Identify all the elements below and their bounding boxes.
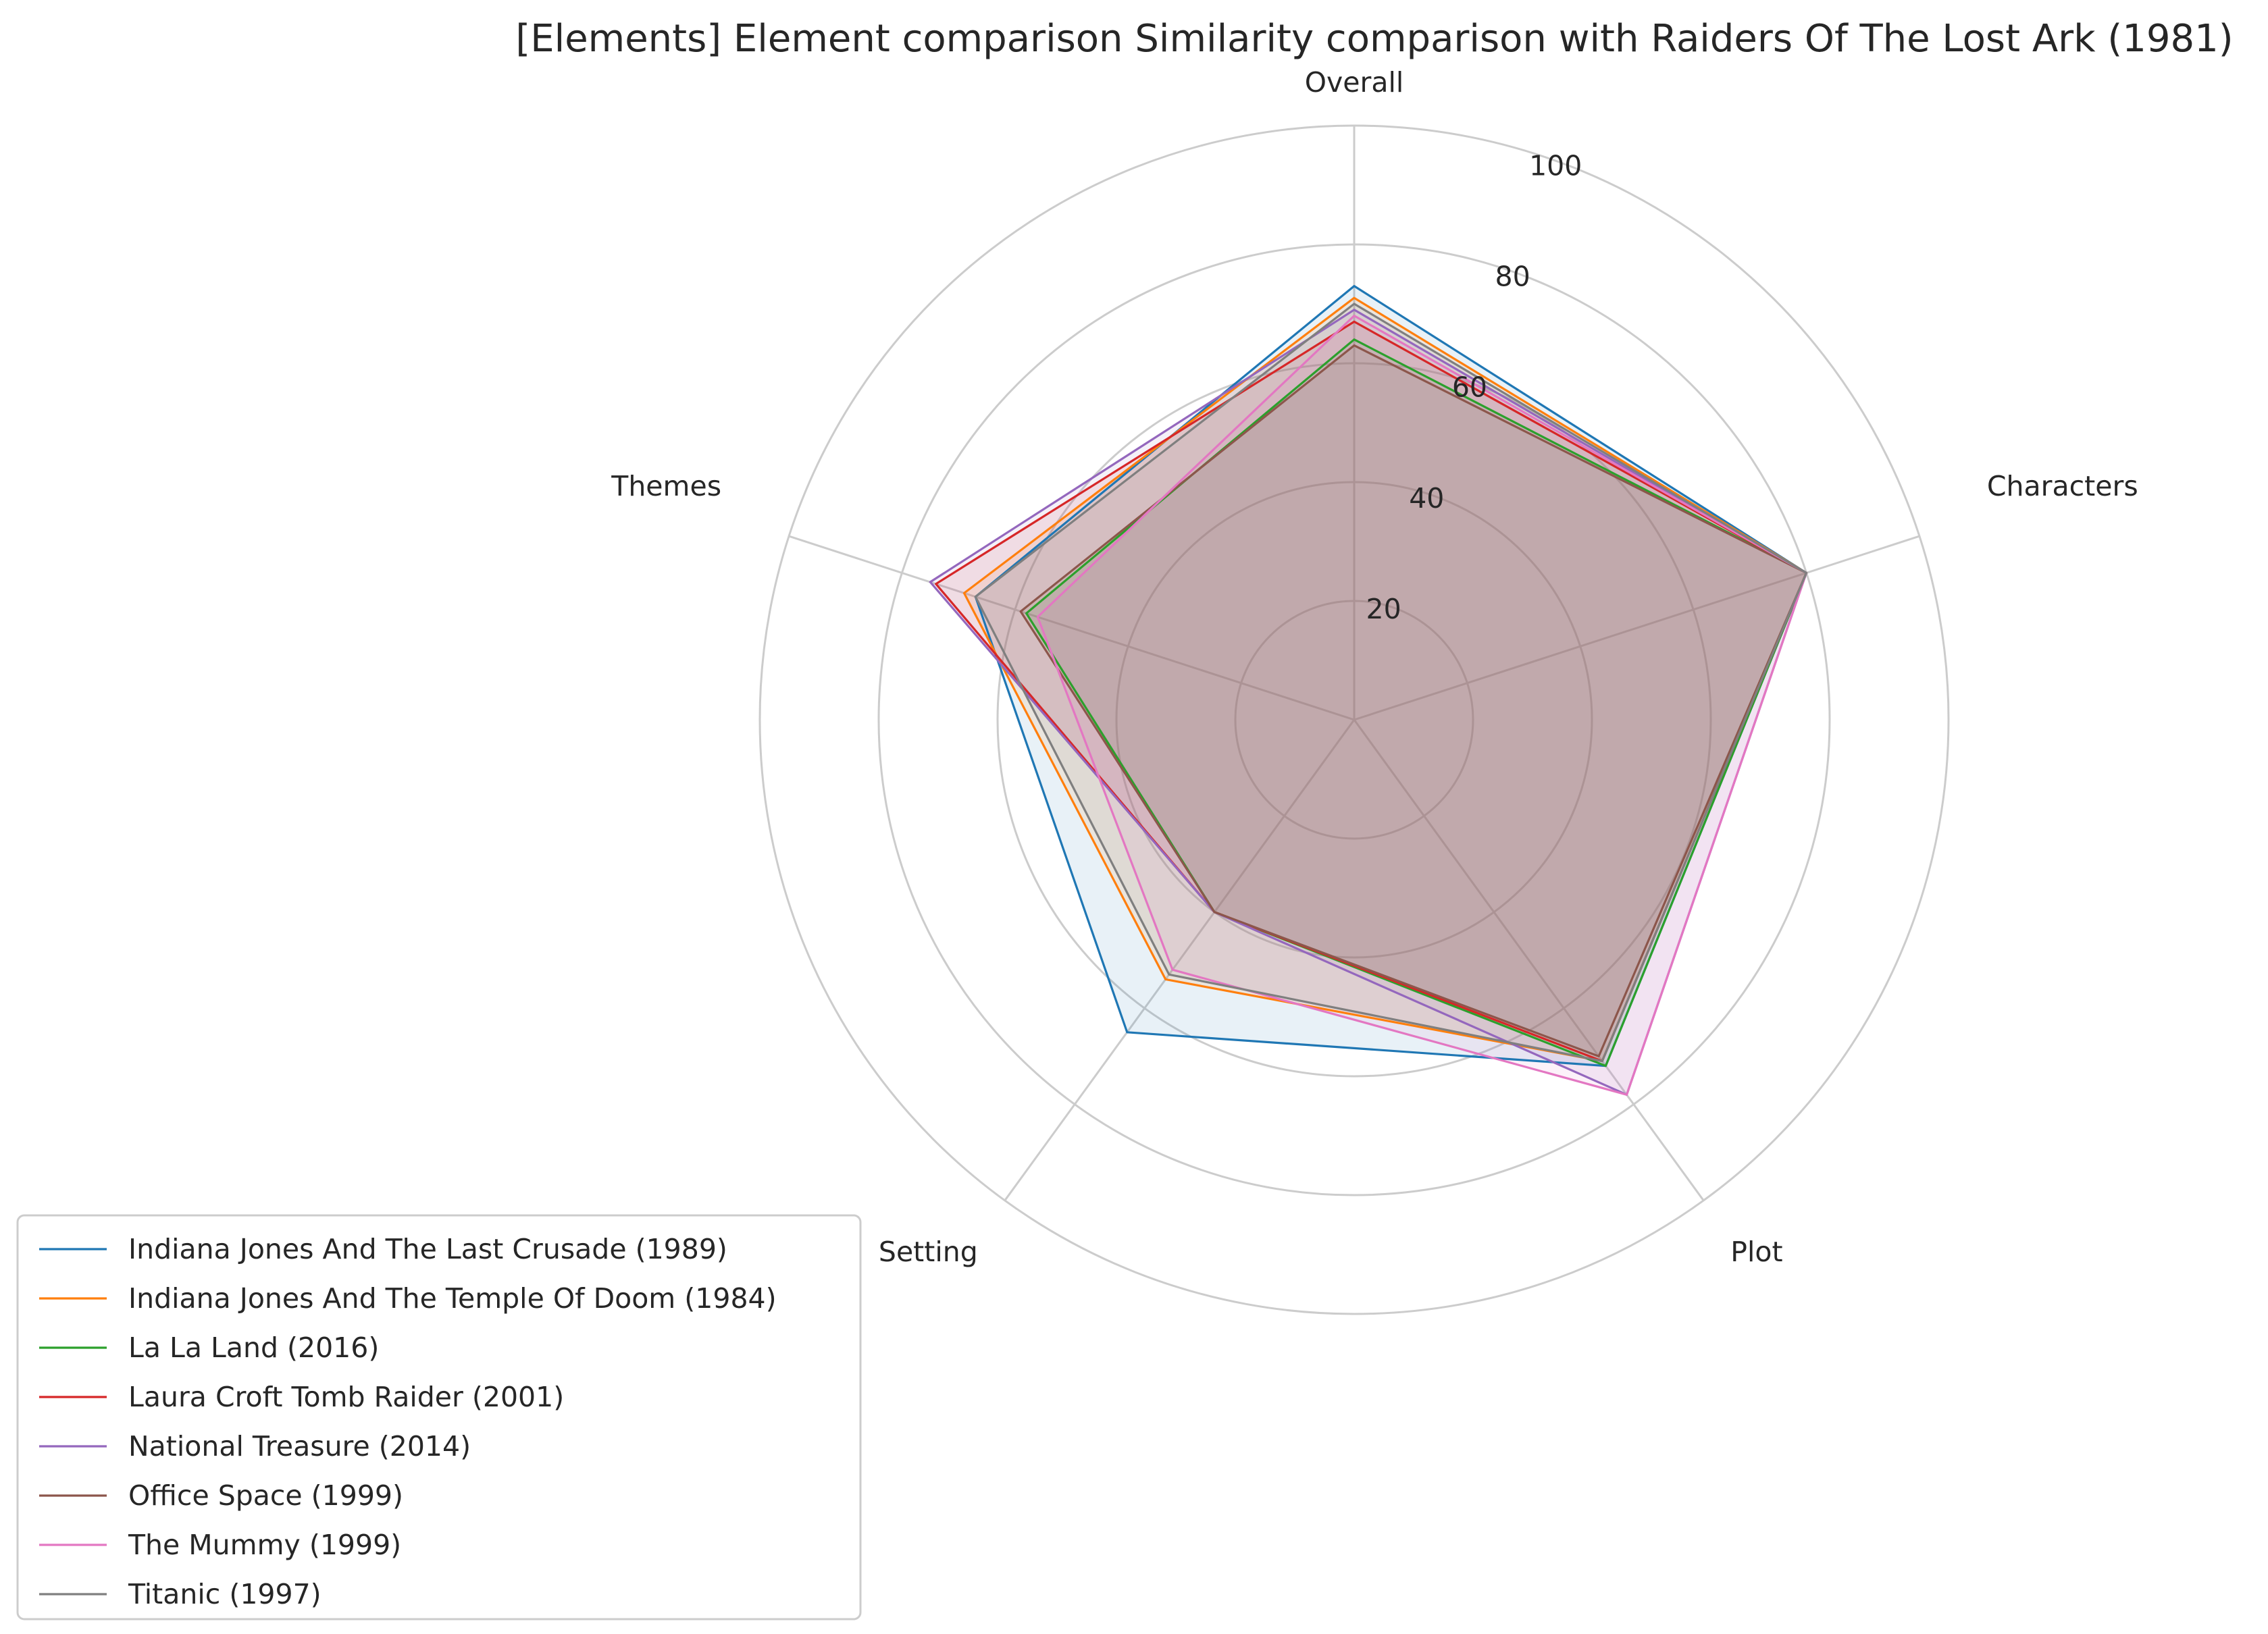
radial-tick-80: 80 [1495,261,1530,293]
series-line-5 [1019,344,1808,1058]
spoke-setting [1004,719,1356,1201]
radial-tick-40: 40 [1409,482,1444,515]
axis-label-overall: Overall [1305,66,1404,99]
axis-label-plot: Plot [1730,1236,1782,1268]
spoke-plot [1353,719,1705,1201]
spoke-characters [1354,535,1920,721]
chart-title: [Elements] Element comparison Similarity… [515,17,2233,61]
series-fill-7 [975,304,1807,1061]
legend-frame [16,1214,862,1620]
legend-label-0: Indiana Jones And The Last Crusade (1989… [128,1233,727,1265]
series-line-7 [974,302,1808,1063]
legend-label-5: Office Space (1999) [128,1479,403,1512]
axis-label-themes: Themes [611,470,721,502]
series-fill-5 [1021,345,1807,1057]
radial-tick-20: 20 [1366,593,1401,625]
radial-tick-100: 100 [1529,150,1582,182]
series-fill-4 [930,309,1807,1095]
series-fill-2 [1026,339,1807,1066]
radial-ticks: 20 40 60 80 100 [1366,150,1582,625]
legend-label-6: The Mummy (1999) [128,1529,401,1561]
legend-label-3: Laura Croft Tomb Raider (2001) [128,1381,564,1413]
series-layer [929,285,1808,1096]
series-line-0 [974,285,1808,1068]
series-line-6 [1036,315,1808,1096]
legend: Indiana Jones And The Last Crusade (1989… [16,1214,862,1620]
radial-tick-60: 60 [1452,371,1487,404]
axis-labels: Overall Characters Plot Setting Themes [611,66,2138,1268]
series-fill-6 [1037,315,1807,1095]
legend-label-2: La La Land (2016) [128,1332,379,1364]
radar-grid [758,124,1950,1315]
legend-label-7: Titanic (1997) [128,1578,321,1610]
spoke-themes [788,535,1355,721]
legend-label-1: Indiana Jones And The Temple Of Doom (19… [128,1282,777,1315]
axis-label-setting: Setting [879,1236,978,1268]
axis-label-characters: Characters [1987,470,2138,502]
legend-label-4: National Treasure (2014) [128,1430,471,1462]
